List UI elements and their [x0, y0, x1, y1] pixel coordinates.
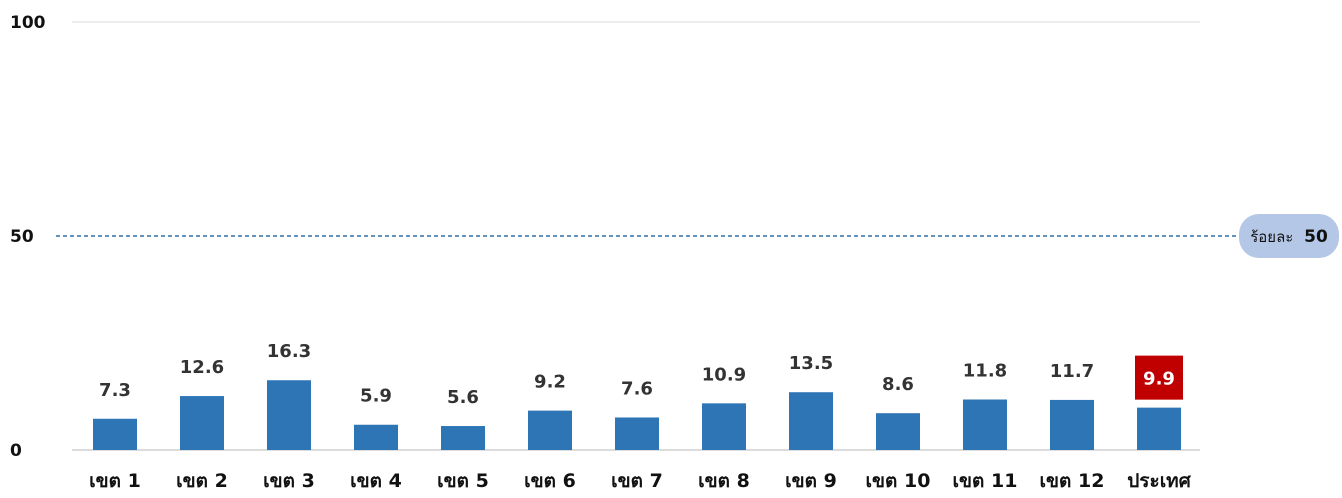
value-labels: 7.3 12.6 16.3 5.9 5.6 9.2 7.6 10.9 13.5 8.6 11.8 11… [99, 341, 1183, 408]
category-label-13: ประเทศ [1127, 470, 1191, 492]
bar-10 [876, 413, 920, 450]
bar-3 [267, 380, 311, 450]
y-tick-label-100: 100 [10, 13, 46, 33]
bar-7 [615, 417, 659, 450]
value-label-11: 11.8 [963, 360, 1007, 381]
bars [93, 380, 1181, 450]
category-label-7: เขต 7 [611, 470, 663, 492]
y-tick-label-0: 0 [10, 441, 22, 461]
bar-8 [702, 403, 746, 450]
value-label-8: 10.9 [702, 364, 746, 385]
bar-1 [93, 418, 137, 450]
value-label-3: 16.3 [267, 341, 311, 362]
bar-6 [528, 410, 572, 450]
bar-12 [1050, 399, 1094, 450]
highlight-label-background [1135, 355, 1183, 400]
value-label-10: 8.6 [882, 374, 914, 395]
bar-5 [441, 426, 485, 450]
reference-badge: ร้อยละ 50 [1239, 214, 1339, 258]
category-label-5: เขต 5 [437, 470, 489, 492]
y-tick-label-50: 50 [10, 227, 34, 247]
category-label-3: เขต 3 [263, 470, 315, 492]
category-label-10: เขต 10 [866, 470, 931, 492]
reference-badge-background [1239, 214, 1339, 258]
category-label-8: เขต 8 [698, 470, 750, 492]
value-label-9: 13.5 [789, 353, 833, 374]
y-axis-ticks: 0 50 100 [10, 13, 46, 461]
category-label-6: เขต 6 [524, 470, 576, 492]
bar-2 [180, 396, 224, 450]
bar-9 [789, 392, 833, 450]
reference-label-value: 50 [1304, 227, 1328, 247]
value-label-1: 7.3 [99, 380, 131, 401]
value-label-5: 5.6 [447, 387, 479, 408]
category-label-11: เขต 11 [953, 470, 1018, 492]
reference-label-prefix: ร้อยละ [1250, 228, 1293, 246]
category-label-2: เขต 2 [176, 470, 228, 492]
category-label-4: เขต 4 [350, 470, 402, 492]
value-label-6: 9.2 [534, 372, 566, 393]
value-label-12: 11.7 [1050, 361, 1094, 382]
reference-badge-label: ร้อยละ 50 [1250, 227, 1328, 247]
category-label-12: เขต 12 [1040, 470, 1105, 492]
reference-line-group: ร้อยละ 50 [56, 214, 1339, 258]
value-label-2: 12.6 [180, 357, 224, 378]
bar-13 [1137, 407, 1181, 450]
value-label-7: 7.6 [621, 378, 653, 399]
category-label-9: เขต 9 [785, 470, 837, 492]
bar-4 [354, 424, 398, 450]
value-label-4: 5.9 [360, 386, 392, 407]
category-labels: เขต 1 เขต 2 เขต 3 เขต 4 เขต 5 เขต 6 เขต 7 เขต 8… [89, 470, 1192, 492]
category-label-1: เขต 1 [89, 470, 141, 492]
value-label-13: 9.9 [1143, 369, 1175, 390]
bar-11 [963, 399, 1007, 450]
